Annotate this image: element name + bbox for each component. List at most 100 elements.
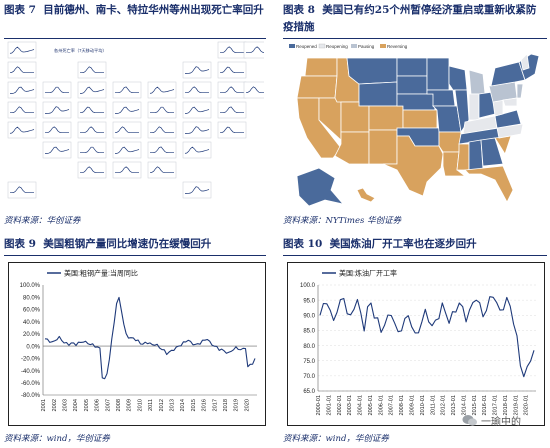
x-tick-label: 2016 (202, 399, 208, 411)
mini-chart-line (10, 186, 34, 194)
state-wisconsin (448, 65, 468, 91)
x-tick-label: 2020-01 (524, 395, 530, 416)
state-mini-chart (217, 61, 247, 79)
mini-chart-line (45, 126, 69, 134)
x-tick-label: 2002-01 (337, 395, 343, 416)
mini-chart-line (10, 86, 35, 94)
y-tick-label: 85.0 (303, 329, 315, 335)
state-mini-chart (182, 121, 212, 139)
state-mini-chart (112, 161, 142, 179)
state-mini-chart (42, 81, 72, 99)
y-tick-label: -20.0% (21, 357, 41, 363)
state-kansas (402, 109, 438, 129)
state-minnesota (426, 57, 450, 91)
state-wyoming (358, 81, 398, 107)
x-tick-label: 2007 (105, 399, 111, 411)
fig7-caption-rule (4, 38, 266, 39)
fig8-caption: 图表 8 美国已有约25个州暂停经济重启或重新收紧防疫措施 (283, 2, 545, 36)
state-mini-chart (77, 161, 107, 179)
x-tick-label: 2011-01 (430, 395, 436, 415)
x-tick-label: 2020 (244, 399, 250, 411)
x-tick-label: 2011 (148, 399, 154, 411)
x-tick-label: 2000-01 (316, 395, 322, 416)
state-nebraska (396, 93, 436, 111)
state-montana (346, 57, 398, 85)
mini-chart-line (80, 126, 104, 134)
x-tick-label: 2005 (84, 399, 90, 411)
state-mini-chart (7, 61, 37, 79)
mini-chart-line (150, 146, 174, 154)
x-tick-label: 2013-01 (451, 395, 457, 416)
state-mini-chart (217, 41, 247, 59)
legend-reopened: Reopened (296, 44, 317, 49)
state-mini-chart (182, 101, 212, 119)
x-tick-label: 2006 (95, 399, 101, 411)
x-tick-label: 2016-01 (482, 395, 488, 416)
state-mini-chart (147, 81, 177, 99)
state-hawaii (356, 187, 376, 203)
legend-reversing: Reversing (387, 44, 408, 49)
mini-chart-line (45, 106, 70, 114)
us-map-graphic: Reopened Reopening Pausing Reversing (289, 43, 540, 207)
y-tick-label: 0.0% (26, 344, 40, 350)
y-tick-label: -80.0% (21, 393, 41, 399)
x-tick-label: 2007-01 (389, 395, 395, 416)
mini-chart-line (9, 46, 35, 54)
watermark-text: 一瑜中的 (481, 417, 521, 428)
mini-chart-line (9, 126, 35, 134)
fig9-source: 资料来源：wind，华创证券 (4, 434, 110, 444)
state-utah (340, 101, 370, 133)
state-texas (382, 135, 444, 197)
fig10-source: 资料来源：wind，华创证券 (283, 434, 389, 444)
state-west-virginia (492, 99, 504, 117)
x-tick-label: 2001 (41, 399, 47, 411)
state-michigan (468, 69, 486, 95)
mini-chart-line (220, 46, 244, 54)
mini-chart-line (80, 146, 104, 154)
y-tick-label: 95.0 (303, 298, 315, 304)
map-legend: Reopened Reopening Pausing Reversing (289, 43, 408, 49)
mini-chart-line (79, 106, 104, 114)
fig7-state-grid: 各州死亡率（7天移动平均） (7, 41, 273, 199)
x-tick-label: 2015 (191, 399, 197, 411)
fig7-title: 目前德州、南卡、特拉华州等州出现死亡率回升 (43, 4, 264, 16)
wechat-icon (462, 415, 477, 426)
mini-chart-line (10, 106, 34, 114)
mini-chart-line (45, 146, 70, 154)
mini-chart-line (185, 126, 210, 134)
fig10-chart-panel: 美国:炼油厂开工率 100.0 95.0 90.0 85.0 80.0 75.0 70.0 65… (287, 262, 545, 426)
state-mini-chart (77, 101, 107, 119)
fig10-number: 图表 10 (283, 238, 323, 250)
mini-chart-line (184, 146, 210, 154)
mini-chart-line (114, 126, 139, 134)
state-mini-chart (7, 41, 37, 59)
x-tick-label: 2017-01 (493, 395, 499, 416)
wechat-watermark: 一瑜中的 (462, 413, 521, 428)
legend-pausing: Pausing (358, 44, 375, 49)
state-mini-chart (7, 121, 37, 139)
state-mini-chart (147, 121, 177, 139)
state-mini-chart (77, 141, 107, 159)
state-mini-chart (77, 81, 107, 99)
fig9-chart-panel: 美国:粗钢产量:当周同比 100.0% 80.0% 60.0% 40.0% 20.0% 0.… (8, 262, 266, 426)
state-mini-chart (217, 121, 247, 139)
mini-chart-line (115, 86, 139, 94)
fig7-caption: 图表 7 目前德州、南卡、特拉华州等州出现死亡率回升 (4, 2, 266, 19)
y-tick-label: 80.0% (23, 295, 41, 301)
state-mini-chart (7, 81, 37, 99)
state-alaska (296, 167, 345, 207)
mini-chart-line (149, 166, 174, 174)
state-north-dakota (396, 57, 428, 77)
state-south-dakota (396, 75, 428, 95)
x-tick-label: 2014 (180, 399, 186, 411)
x-tick-label: 2015-01 (472, 395, 478, 416)
x-tick-label: 2003 (63, 399, 69, 411)
fig10-line-chart: 美国:炼油厂开工率 100.0 95.0 90.0 85.0 80.0 75.0 70.0 65… (300, 269, 536, 416)
state-mini-chart (112, 81, 142, 99)
state-mini-chart (217, 81, 247, 99)
state-vermont-nh (520, 53, 530, 71)
y-tick-label: -40.0% (21, 369, 41, 375)
state-georgia (480, 137, 504, 167)
fig7-legend-title: 各州死亡率（7天移动平均） (54, 47, 107, 54)
x-tick-label: 2019 (234, 399, 240, 411)
